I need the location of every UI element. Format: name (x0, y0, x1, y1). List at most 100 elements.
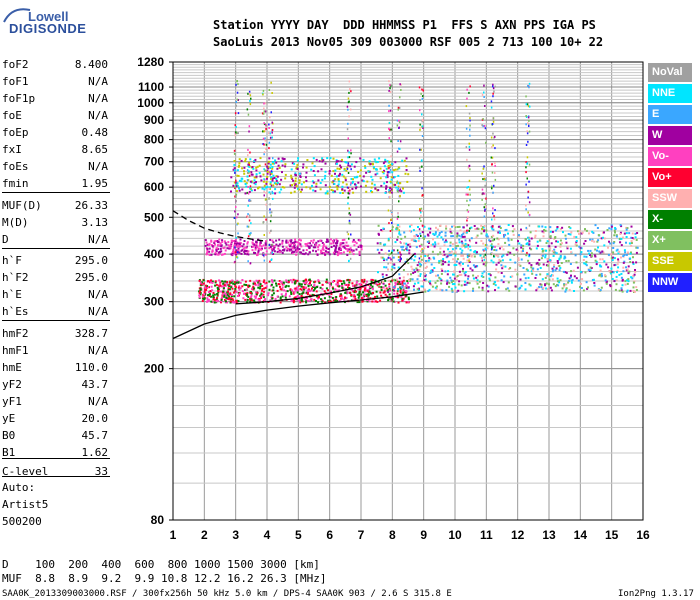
echo-point (366, 299, 369, 302)
echo-point (615, 275, 618, 278)
echo-point (466, 256, 469, 259)
echo-point (481, 124, 483, 127)
echo-point (494, 162, 496, 164)
echo-point (231, 279, 234, 282)
echo-point (585, 260, 588, 263)
echo-point (385, 258, 388, 261)
echo-point (417, 270, 420, 273)
echo-point (331, 297, 334, 299)
echo-point (361, 297, 364, 300)
echo-point (390, 140, 392, 143)
echo-point (282, 281, 285, 284)
echo-point (301, 252, 304, 255)
echo-point (257, 249, 260, 252)
echo-point (589, 269, 592, 272)
echo-point (327, 240, 330, 243)
echo-point (344, 283, 347, 286)
logo-lowell-text: Lowell (28, 9, 69, 24)
echo-point (416, 235, 419, 237)
echo-point (310, 298, 313, 301)
echo-point (520, 284, 523, 287)
echo-point (206, 243, 209, 246)
echo-point (484, 105, 486, 107)
echo-point (491, 252, 493, 255)
echo-point (460, 240, 463, 243)
echo-point (366, 297, 369, 300)
echo-point (267, 294, 270, 297)
echo-point (480, 224, 483, 227)
echo-point (635, 261, 638, 264)
echo-point (431, 285, 434, 288)
echo-point (210, 279, 213, 282)
echo-point (500, 272, 503, 274)
echo-point (237, 174, 240, 177)
echo-point (265, 182, 268, 185)
echo-point (390, 155, 392, 158)
echo-point (406, 180, 409, 183)
echo-point (559, 279, 562, 282)
echo-point (257, 247, 260, 250)
echo-point (228, 281, 231, 284)
echo-point (516, 273, 519, 276)
echo-point (624, 283, 627, 286)
echo-point (348, 115, 350, 118)
echo-point (224, 301, 227, 304)
echo-point (208, 295, 211, 297)
echo-point (392, 249, 395, 252)
echo-point (347, 162, 350, 165)
echo-point (246, 191, 249, 194)
echo-point (544, 229, 547, 232)
echo-point (234, 210, 236, 213)
echo-point (612, 247, 615, 249)
echo-point (300, 294, 303, 297)
echo-point (243, 292, 246, 295)
echo-point (396, 189, 399, 192)
echo-point (212, 292, 215, 294)
echo-point (293, 245, 296, 248)
echo-point (607, 246, 609, 249)
echo-point (364, 166, 367, 169)
echo-point (269, 170, 271, 173)
echo-point (420, 207, 423, 210)
echo-point (609, 284, 612, 287)
echo-point (603, 244, 606, 247)
echo-point (296, 279, 299, 282)
echo-point (260, 292, 263, 295)
echo-point (399, 96, 401, 99)
echo-point (466, 253, 469, 256)
echo-point (247, 253, 250, 256)
echo-point (334, 242, 337, 245)
echo-point (265, 285, 268, 288)
echo-point (272, 286, 275, 289)
echo-point (388, 285, 391, 288)
param-name: foEs (2, 160, 29, 173)
echo-point (550, 274, 553, 277)
echo-point (348, 156, 351, 159)
echo-point (240, 252, 243, 255)
echo-point (293, 297, 296, 299)
param-value: 26.33 (74, 199, 108, 212)
echo-point (421, 135, 424, 137)
echo-point (389, 128, 391, 131)
echo-point (528, 130, 531, 133)
echo-point (384, 293, 387, 296)
echo-point (270, 229, 272, 232)
echo-point (246, 241, 249, 244)
echo-point (303, 181, 305, 184)
echo-point (446, 279, 449, 282)
echo-point (358, 293, 361, 296)
echo-point (240, 180, 243, 183)
echo-point (549, 275, 552, 278)
echo-point (440, 230, 443, 233)
echo-point (342, 175, 345, 178)
echo-point (500, 279, 503, 282)
echo-point (451, 225, 453, 228)
echo-point (576, 266, 579, 269)
echo-point (370, 186, 373, 189)
echo-point (446, 282, 448, 285)
echo-point (369, 286, 372, 288)
echo-point (289, 288, 292, 291)
echo-point (270, 283, 273, 286)
echo-point (265, 198, 267, 201)
echo-point (349, 222, 351, 225)
